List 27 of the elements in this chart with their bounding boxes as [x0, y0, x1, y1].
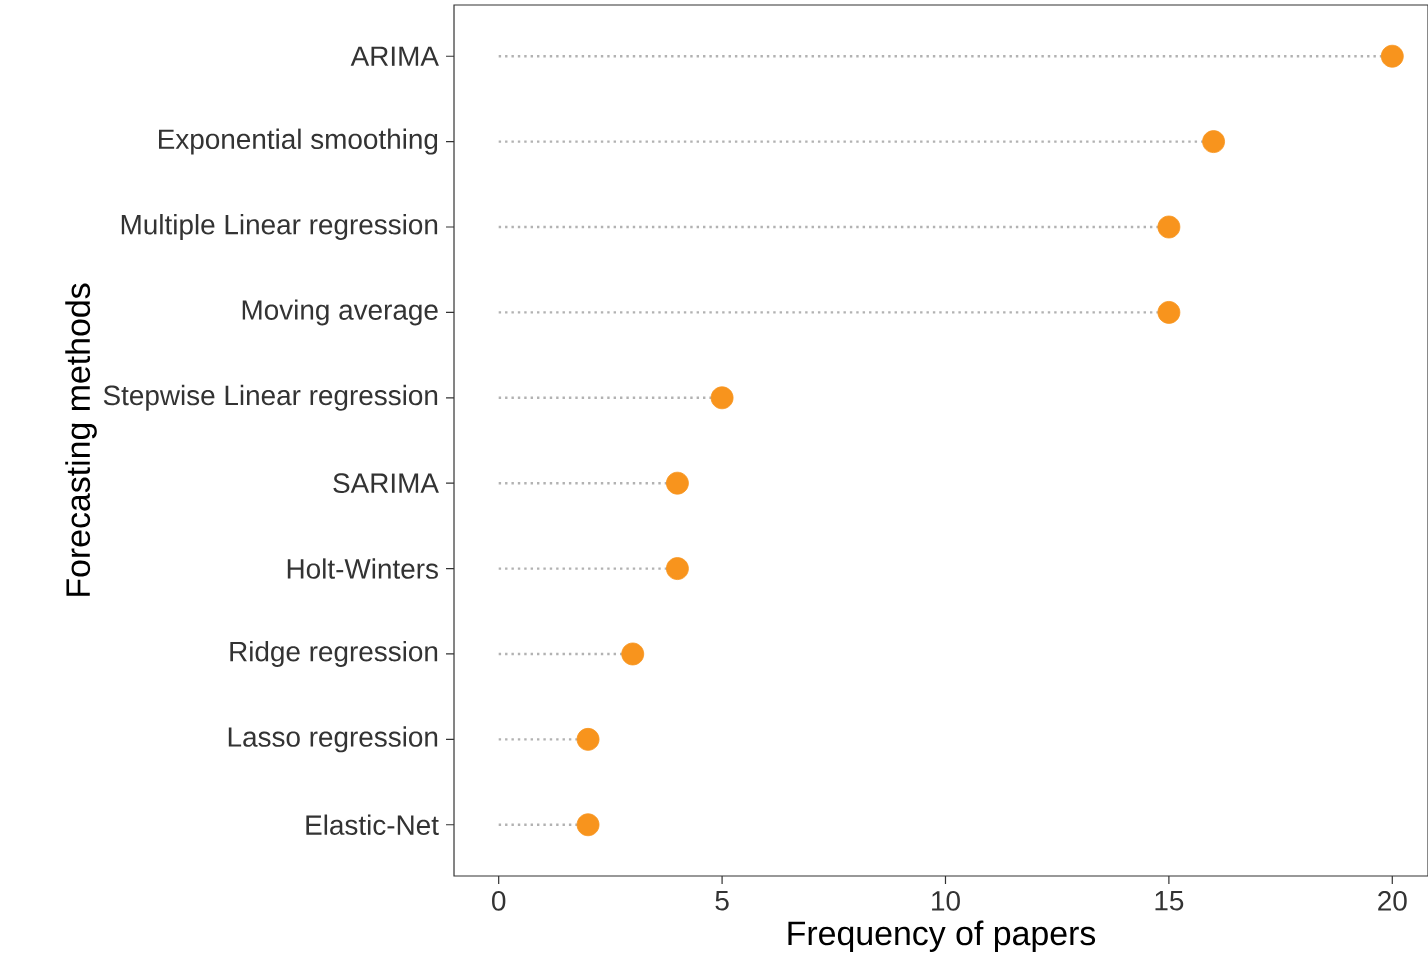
y-tick-label: Stepwise Linear regression — [103, 384, 438, 411]
y-tick-label: Lasso regression — [228, 726, 438, 753]
point — [1157, 215, 1181, 239]
point — [621, 642, 645, 666]
y-tick-label: Exponential smoothing — [159, 128, 438, 155]
x-tick-label: 20 — [1378, 891, 1407, 911]
point — [576, 727, 600, 751]
point — [666, 557, 689, 580]
x-tick-label: 15 — [1155, 891, 1184, 911]
point — [1380, 44, 1404, 68]
point — [666, 471, 689, 495]
y-tick-label: Ridge regression — [230, 640, 438, 667]
point — [576, 813, 600, 837]
y-tick-label: ARIMA — [350, 46, 439, 66]
x-tick-label: 5 — [715, 891, 729, 911]
x-axis-title: Frequency of papers — [788, 920, 1096, 953]
point — [710, 386, 734, 410]
point — [1202, 130, 1225, 154]
y-tick-label: Multiple Linear regression — [121, 214, 438, 240]
x-tick-label: 10 — [932, 891, 960, 911]
y-tick-label: SARIMA — [333, 473, 439, 494]
y-tick-label: Holt-Winters — [287, 558, 438, 579]
y-axis-title: Forecasting methods — [65, 283, 97, 596]
y-tick-label: Elastic-Net — [306, 814, 439, 836]
y-tick-label: Moving average — [242, 299, 438, 326]
x-tick-label: 0 — [492, 891, 506, 911]
point — [1157, 301, 1181, 324]
